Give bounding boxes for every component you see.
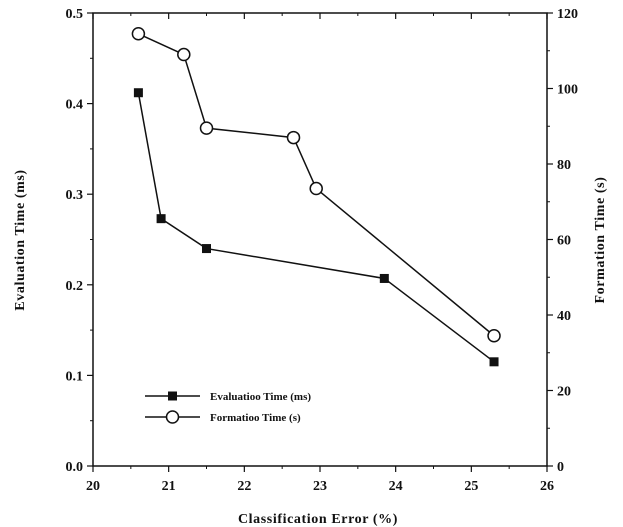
- square-marker: [202, 244, 211, 254]
- square-marker: [156, 214, 166, 224]
- y-left-tick-label: 0.1: [66, 369, 84, 384]
- series-line-1: [137, 92, 495, 363]
- x-axis-title: Classification Error (%): [238, 512, 398, 527]
- legend-circle-marker: [165, 410, 180, 424]
- y-right-tick-label: 20: [557, 385, 571, 400]
- y-right-tick-label: 80: [557, 158, 571, 173]
- legend-label-1: Evaluatioo Time (ms): [210, 391, 311, 403]
- circle-marker: [286, 130, 301, 145]
- y-axis-right: 0 20 40 60 80 100 120: [547, 7, 578, 475]
- y-axis-left: 0.0 0.1 0.2 0.3 0.4 0.5: [66, 7, 93, 475]
- x-tick-label: 26: [540, 479, 554, 494]
- x-axis: 20 21 22 23 24 25 26: [86, 13, 554, 494]
- square-marker: [133, 88, 143, 98]
- y-right-tick-label: 40: [557, 309, 571, 324]
- x-tick-label: 21: [162, 479, 176, 494]
- square-marker: [489, 357, 499, 367]
- y-right-tick-label: 120: [557, 7, 578, 22]
- x-tick-label: 20: [86, 479, 100, 494]
- y-left-tick-label: 0.2: [66, 279, 84, 294]
- y-right-tick-label: 0: [557, 460, 564, 475]
- x-tick-label: 23: [313, 479, 327, 494]
- circle-marker: [309, 181, 323, 196]
- y-right-tick-label: 100: [557, 83, 578, 98]
- x-tick-label: 25: [464, 479, 478, 494]
- y-axis-right-title: Formation Time (s): [593, 177, 608, 304]
- y-right-tick-label: 60: [557, 234, 571, 249]
- plot-frame: [92, 12, 548, 467]
- plot-border: [92, 12, 548, 467]
- legend: Evaluatioo Time (ms) Formatioo Time (s): [145, 391, 311, 424]
- square-marker: [379, 273, 389, 283]
- circle-marker: [131, 27, 146, 41]
- y-left-tick-label: 0.4: [66, 98, 84, 113]
- y-left-tick-label: 0.3: [66, 188, 84, 203]
- y-left-tick-label: 0.5: [66, 7, 84, 22]
- series-line-2: [138, 33, 495, 337]
- circle-marker: [487, 329, 501, 343]
- x-tick-label: 24: [389, 479, 403, 494]
- series-layer: [131, 27, 501, 367]
- x-tick-label: 22: [237, 479, 251, 494]
- legend-label-2: Formatioo Time (s): [210, 412, 301, 424]
- circle-marker: [177, 47, 191, 62]
- y-left-tick-label: 0.0: [66, 460, 84, 475]
- legend-square-marker: [168, 391, 177, 401]
- circle-marker: [199, 121, 214, 135]
- y-axis-left-title: Evaluation Time (ms): [13, 169, 28, 310]
